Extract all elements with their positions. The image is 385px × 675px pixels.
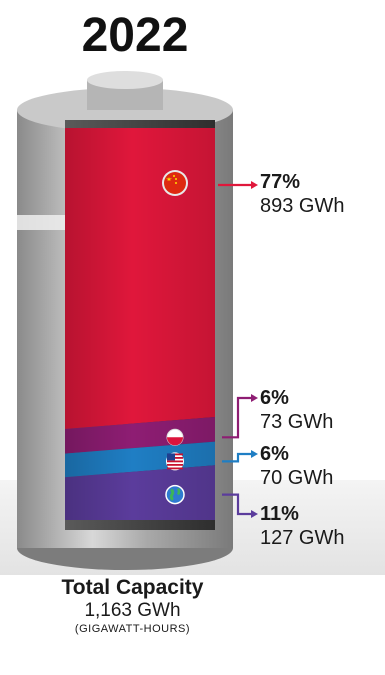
china-flag-icon xyxy=(162,170,188,196)
label-pointers xyxy=(218,181,258,518)
pointer-arrowhead xyxy=(251,394,258,402)
pointer-arrowhead xyxy=(251,181,258,189)
pointer-arrowhead xyxy=(251,450,258,458)
total-unit-note: (GIGAWATT-HOURS) xyxy=(74,623,191,635)
country-icons xyxy=(162,170,188,505)
total-capacity: Total Capacity 1,163 GWh (GIGAWATT-HOURS… xyxy=(30,576,235,636)
pointer-line xyxy=(222,493,252,516)
total-title: Total Capacity xyxy=(61,576,204,599)
pointer-line xyxy=(222,396,252,439)
poland-percent-label: 6% xyxy=(260,387,289,409)
total-value: 1,163 GWh xyxy=(84,600,181,621)
label-other: 11% 127 GWh xyxy=(260,502,344,550)
poland-flag-icon xyxy=(166,428,184,446)
other-percent-label: 11% xyxy=(260,503,299,525)
battery-segments xyxy=(65,128,215,520)
chart-title: 2022 xyxy=(81,9,189,62)
us-percent-label: 6% xyxy=(260,443,289,465)
label-us: 6% 70 GWh xyxy=(260,442,333,490)
other-value-label: 127 GWh xyxy=(260,527,345,549)
label-poland: 6% 73 GWh xyxy=(260,386,333,434)
us-value-label: 70 GWh xyxy=(260,467,334,489)
label-china: 77% 893 GWh xyxy=(260,170,344,218)
globe-icon xyxy=(165,484,185,505)
segment-shading xyxy=(65,465,215,520)
segment-shading xyxy=(65,441,215,478)
poland-value-label: 73 GWh xyxy=(260,411,334,433)
china-value-label: 893 GWh xyxy=(260,195,345,217)
pointer-line xyxy=(222,452,252,463)
china-percent-label: 77% xyxy=(260,171,301,193)
pointer-arrowhead xyxy=(251,510,258,518)
segment-shading xyxy=(65,128,215,429)
us-flag-icon xyxy=(166,452,184,471)
